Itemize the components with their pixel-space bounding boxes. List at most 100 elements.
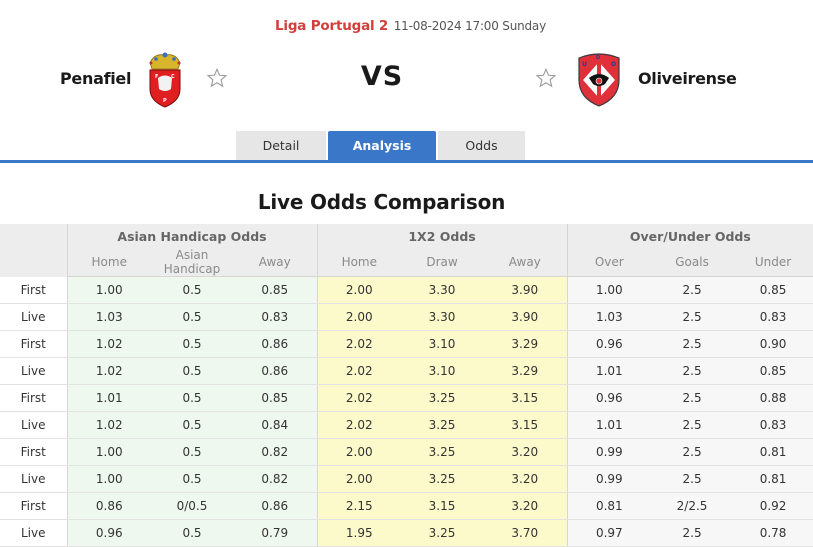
ah-line[interactable]: 0.5 — [151, 357, 233, 385]
ah-line[interactable]: 0.5 — [151, 411, 233, 439]
ah-home-odds[interactable]: 1.02 — [66, 330, 151, 358]
ou-over-odds[interactable]: 1.01 — [566, 357, 652, 385]
ou-under-odds[interactable]: 0.92 — [733, 492, 813, 520]
1x2-draw-odds[interactable]: 3.15 — [401, 492, 484, 520]
ou-under-odds[interactable]: 0.85 — [733, 276, 813, 304]
ah-away-odds[interactable]: 0.83 — [233, 303, 318, 331]
ah-line[interactable]: 0.5 — [151, 276, 233, 304]
1x2-draw-odds[interactable]: 3.25 — [401, 465, 484, 493]
ah-line[interactable]: 0.5 — [151, 330, 233, 358]
favorite-star-icon[interactable] — [535, 67, 557, 89]
ah-home-odds[interactable]: 1.02 — [66, 357, 151, 385]
ah-away-odds[interactable]: 0.86 — [233, 357, 318, 385]
1x2-away-odds[interactable]: 3.20 — [483, 438, 568, 466]
ah-line[interactable]: 0.5 — [151, 303, 233, 331]
ou-over-odds[interactable]: 0.96 — [566, 330, 652, 358]
ou-goals-line[interactable]: 2.5 — [651, 357, 734, 385]
ou-goals-line[interactable]: 2.5 — [651, 411, 734, 439]
ah-line[interactable]: 0/0.5 — [151, 492, 233, 520]
1x2-draw-odds[interactable]: 3.25 — [401, 384, 484, 412]
row-type-header — [0, 224, 67, 277]
1x2-home-odds[interactable]: 2.02 — [316, 330, 402, 358]
ah-home-odds[interactable]: 1.00 — [66, 276, 151, 304]
ou-goals-line[interactable]: 2/2.5 — [651, 492, 734, 520]
ah-home-odds[interactable]: 1.03 — [66, 303, 151, 331]
home-team-name[interactable]: Penafiel — [60, 69, 132, 88]
ah-home-odds[interactable]: 1.00 — [66, 465, 151, 493]
1x2-away-odds[interactable]: 3.20 — [483, 465, 568, 493]
ou-over-odds[interactable]: 0.96 — [566, 384, 652, 412]
1x2-away-odds[interactable]: 3.29 — [483, 357, 568, 385]
ah-away-odds[interactable]: 0.84 — [233, 411, 318, 439]
ah-line[interactable]: 0.5 — [151, 519, 233, 547]
1x2-draw-odds[interactable]: 3.30 — [401, 303, 484, 331]
ah-away-odds[interactable]: 0.86 — [233, 492, 318, 520]
league-name[interactable]: Liga Portugal 2 — [275, 18, 389, 34]
ou-goals-line[interactable]: 2.5 — [651, 384, 734, 412]
ah-away-odds[interactable]: 0.86 — [233, 330, 318, 358]
ah-line[interactable]: 0.5 — [151, 438, 233, 466]
ah-home-odds[interactable]: 1.02 — [66, 411, 151, 439]
ah-home-odds[interactable]: 1.00 — [66, 438, 151, 466]
1x2-away-odds[interactable]: 3.70 — [483, 519, 568, 547]
1x2-home-odds[interactable]: 2.02 — [316, 357, 402, 385]
1x2-away-odds[interactable]: 3.15 — [483, 384, 568, 412]
tab-odds[interactable]: Odds — [438, 131, 525, 161]
ah-home-odds[interactable]: 0.96 — [66, 519, 151, 547]
ou-goals-line[interactable]: 2.5 — [651, 330, 734, 358]
ou-under-odds[interactable]: 0.81 — [733, 465, 813, 493]
1x2-home-odds[interactable]: 2.00 — [316, 276, 402, 304]
ah-away-odds[interactable]: 0.79 — [233, 519, 318, 547]
1x2-draw-odds[interactable]: 3.10 — [401, 330, 484, 358]
1x2-home-odds[interactable]: 1.95 — [316, 519, 402, 547]
away-team-name[interactable]: Oliveirense — [638, 69, 737, 88]
1x2-away-odds[interactable]: 3.29 — [483, 330, 568, 358]
ah-line[interactable]: 0.5 — [151, 384, 233, 412]
ah-home-odds[interactable]: 0.86 — [66, 492, 151, 520]
1x2-draw-odds[interactable]: 3.10 — [401, 357, 484, 385]
ah-away-odds[interactable]: 0.82 — [233, 438, 318, 466]
ou-under-odds[interactable]: 0.83 — [733, 303, 813, 331]
1x2-draw-odds[interactable]: 3.25 — [401, 438, 484, 466]
ou-over-odds[interactable]: 1.00 — [566, 276, 652, 304]
ou-under-odds[interactable]: 0.83 — [733, 411, 813, 439]
1x2-draw-odds[interactable]: 3.25 — [401, 411, 484, 439]
ou-goals-line[interactable]: 2.5 — [651, 438, 734, 466]
row-type: First — [0, 492, 67, 520]
ou-goals-line[interactable]: 2.5 — [651, 465, 734, 493]
1x2-home-odds[interactable]: 2.15 — [316, 492, 402, 520]
ou-goals-line[interactable]: 2.5 — [651, 303, 734, 331]
1x2-draw-odds[interactable]: 3.25 — [401, 519, 484, 547]
1x2-away-odds[interactable]: 3.90 — [483, 303, 568, 331]
1x2-away-odds[interactable]: 3.90 — [483, 276, 568, 304]
ou-under-odds[interactable]: 0.85 — [733, 357, 813, 385]
ah-line[interactable]: 0.5 — [151, 465, 233, 493]
ah-home-odds[interactable]: 1.01 — [66, 384, 151, 412]
favorite-star-icon[interactable] — [206, 67, 228, 89]
ah-away-odds[interactable]: 0.82 — [233, 465, 318, 493]
ou-over-odds[interactable]: 1.03 — [566, 303, 652, 331]
1x2-home-odds[interactable]: 2.00 — [316, 465, 402, 493]
tab-detail[interactable]: Detail — [236, 131, 326, 161]
1x2-home-odds[interactable]: 2.02 — [316, 384, 402, 412]
ou-goals-line[interactable]: 2.5 — [651, 276, 734, 304]
ou-goals-line[interactable]: 2.5 — [651, 519, 734, 547]
1x2-draw-odds[interactable]: 3.30 — [401, 276, 484, 304]
ou-under-odds[interactable]: 0.88 — [733, 384, 813, 412]
1x2-home-odds[interactable]: 2.02 — [316, 411, 402, 439]
ou-over-odds[interactable]: 0.99 — [566, 465, 652, 493]
ah-away-odds[interactable]: 0.85 — [233, 276, 318, 304]
1x2-home-odds[interactable]: 2.00 — [316, 438, 402, 466]
ou-over-odds[interactable]: 1.01 — [566, 411, 652, 439]
ou-under-odds[interactable]: 0.78 — [733, 519, 813, 547]
ou-under-odds[interactable]: 0.81 — [733, 438, 813, 466]
ou-over-odds[interactable]: 0.81 — [566, 492, 652, 520]
1x2-away-odds[interactable]: 3.15 — [483, 411, 568, 439]
1x2-away-odds[interactable]: 3.20 — [483, 492, 568, 520]
ou-over-odds[interactable]: 0.99 — [566, 438, 652, 466]
tab-analysis[interactable]: Analysis — [328, 131, 436, 161]
ou-over-odds[interactable]: 0.97 — [566, 519, 652, 547]
1x2-home-odds[interactable]: 2.00 — [316, 303, 402, 331]
ah-away-odds[interactable]: 0.85 — [233, 384, 318, 412]
ou-under-odds[interactable]: 0.90 — [733, 330, 813, 358]
